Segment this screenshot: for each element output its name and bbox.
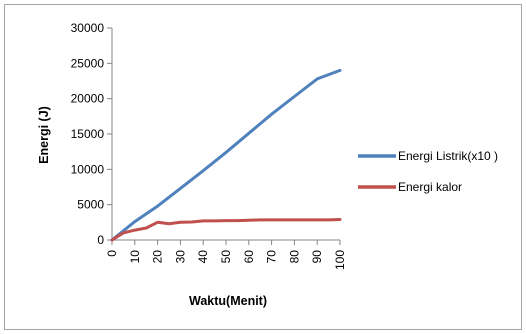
x-tick-label: 60 [242,250,256,264]
x-tick-label: 30 [173,250,187,264]
y-tick-label: 5000 [77,198,104,212]
x-tick-label: 40 [196,250,210,264]
x-tick-label: 10 [128,250,142,264]
y-axis-ticks: 0 5000 10000 15000 20000 25000 30000 [71,21,112,247]
plot-axes [111,28,340,241]
x-tick-label: 90 [310,250,324,264]
x-tick-label: 20 [151,250,165,264]
legend-label: Energi kalor [398,180,462,194]
legend: Energi Listrik(x10 ) Energi kalor [358,149,498,194]
legend-label: Energi Listrik(x10 ) [398,149,498,163]
chart-frame [4,4,522,330]
y-axis-title: Energi (J) [37,106,51,164]
y-tick-label: 0 [97,233,104,247]
y-tick-label: 15000 [71,127,105,141]
series-lines [110,68,342,242]
x-tick-label: 0 [105,250,119,257]
series-line-energi-listrik [110,68,342,242]
x-tick-label: 50 [219,250,233,264]
y-tick-label: 20000 [71,92,105,106]
x-axis-ticks: 0 10 20 30 40 50 60 70 80 90 100 [105,240,347,270]
y-tick-label: 30000 [71,21,105,35]
y-tick-label: 25000 [71,56,105,70]
y-tick-label: 10000 [71,162,105,176]
x-axis-title: Waktu(Menit) [189,294,267,308]
series-line-energi-kalor [110,218,342,242]
x-tick-label: 70 [265,250,279,264]
x-tick-label: 100 [333,250,347,270]
x-tick-label: 80 [287,250,301,264]
